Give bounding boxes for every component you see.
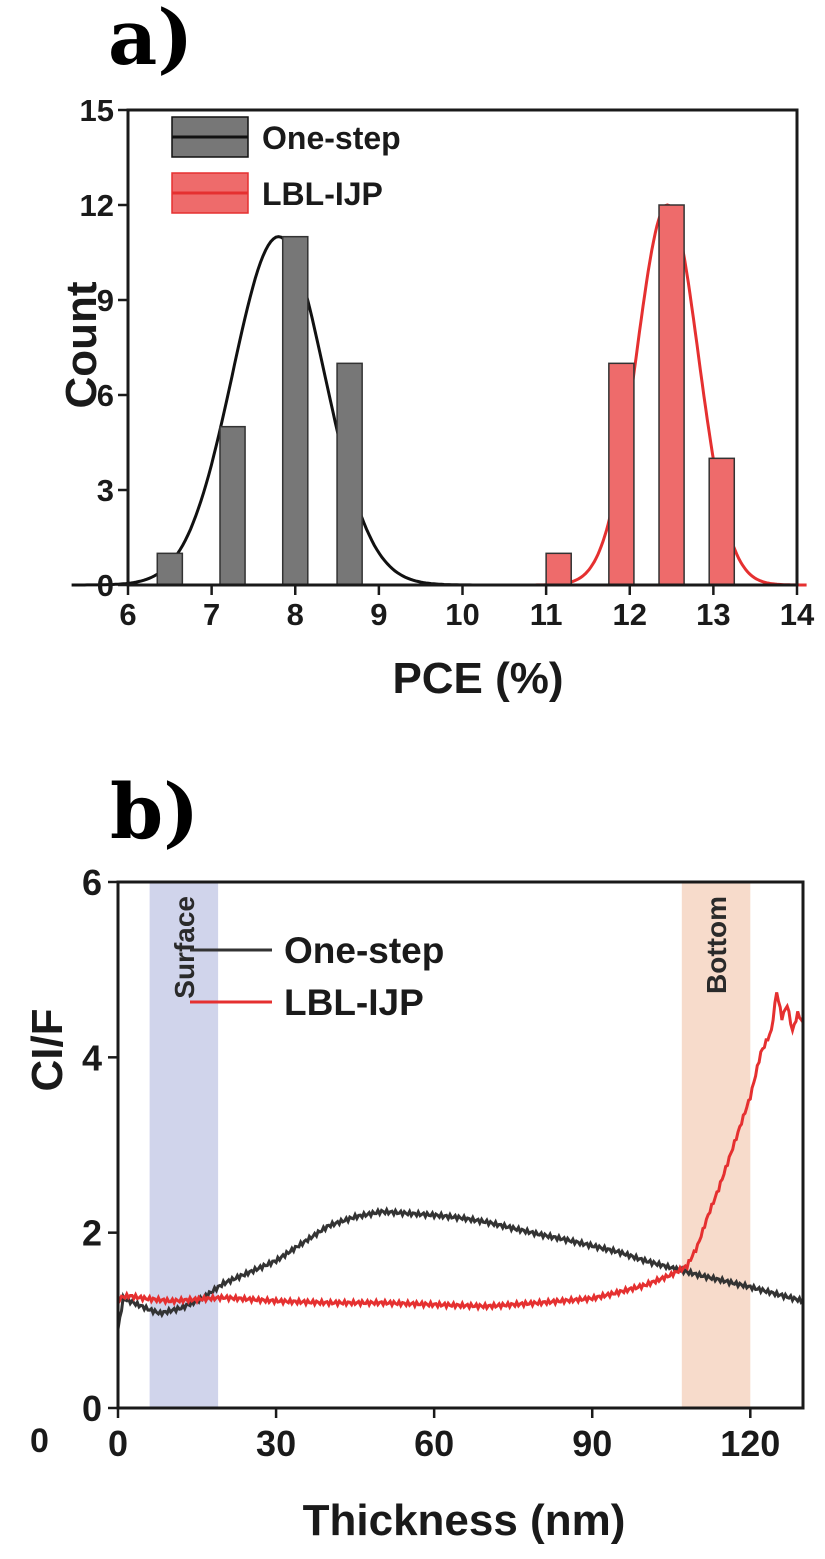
y-axis-title: Count [57,281,106,408]
histogram-bar [545,552,572,586]
fit-curve [71,235,486,587]
x-tick-label: 13 [696,597,730,632]
line-series [116,992,805,1330]
x-tick-label: 120 [720,1423,780,1464]
region-band [681,882,751,1408]
x-axis-title: Thickness (nm) [303,1496,626,1545]
histogram-bars [156,204,736,586]
y-tick-label: 12 [80,188,114,223]
x-axis-title: PCE (%) [392,654,563,703]
legend-label: One-step [284,930,444,971]
x-tick-label: 8 [287,597,304,632]
histogram-bar [219,425,246,586]
y-tick-label: 15 [80,93,114,128]
x-tick-label: 9 [370,597,387,632]
region-bands: Surface Bottom [149,882,751,1408]
x-tick-label: 10 [445,597,479,632]
legend: One-step LBL-IJP [190,930,444,1023]
x-tick-label: 90 [572,1423,612,1464]
fit-curves [71,203,807,587]
legend-label: LBL-IJP [262,176,383,212]
x-tick-label: 12 [613,597,647,632]
y-tick-label: 6 [82,862,102,903]
histogram-bar [608,362,635,586]
plot-frame [116,880,805,1410]
y-tick-label: 0 [97,568,114,603]
histogram-bar [658,204,685,586]
region-band-label: Bottom [701,896,732,994]
x-tick-label: 14 [780,597,815,632]
y-tick-label: 3 [97,473,114,508]
histogram-bar [156,552,184,586]
legend-label: One-step [262,120,401,156]
axes: 6 7 8 9 10 11 12 13 14 0 3 6 9 12 15 [80,93,815,632]
stray-zero-label: 0 [30,1422,49,1460]
x-tick-label: 6 [119,597,136,632]
histogram-bar [336,362,363,586]
y-tick-label: 6 [97,378,114,413]
line-chart: Surface Bottom 0 30 60 90 120 0 2 4 6 One-step LBL… [23,862,805,1545]
histogram-bar [708,457,736,586]
region-band-label: Surface [169,896,200,999]
y-tick-label: 4 [82,1037,102,1078]
legend: One-step LBL-IJP [171,116,401,214]
x-tick-label: 60 [414,1423,454,1464]
x-tick-label: 0 [108,1423,128,1464]
x-tick-label: 30 [256,1423,296,1464]
x-tick-label: 11 [530,597,563,632]
legend-label: LBL-IJP [284,982,424,1023]
panel-a-label: a) [108,0,193,82]
y-tick-label: 2 [82,1213,102,1254]
histogram-chart: 6 7 8 9 10 11 12 13 14 0 3 6 9 12 15 One-step LBL-IJP P… [57,93,815,703]
y-tick-label: 9 [97,283,114,318]
axes: 0 30 60 90 120 0 2 4 6 [82,862,805,1464]
x-tick-label: 7 [203,597,220,632]
histogram-bar [281,235,309,586]
series-line [116,1206,804,1330]
series-line [116,992,805,1312]
region-band [149,882,219,1408]
panel-b-label: b) [110,767,199,856]
y-tick-label: 0 [82,1388,102,1429]
y-axis-title: CI/F [23,1008,72,1091]
